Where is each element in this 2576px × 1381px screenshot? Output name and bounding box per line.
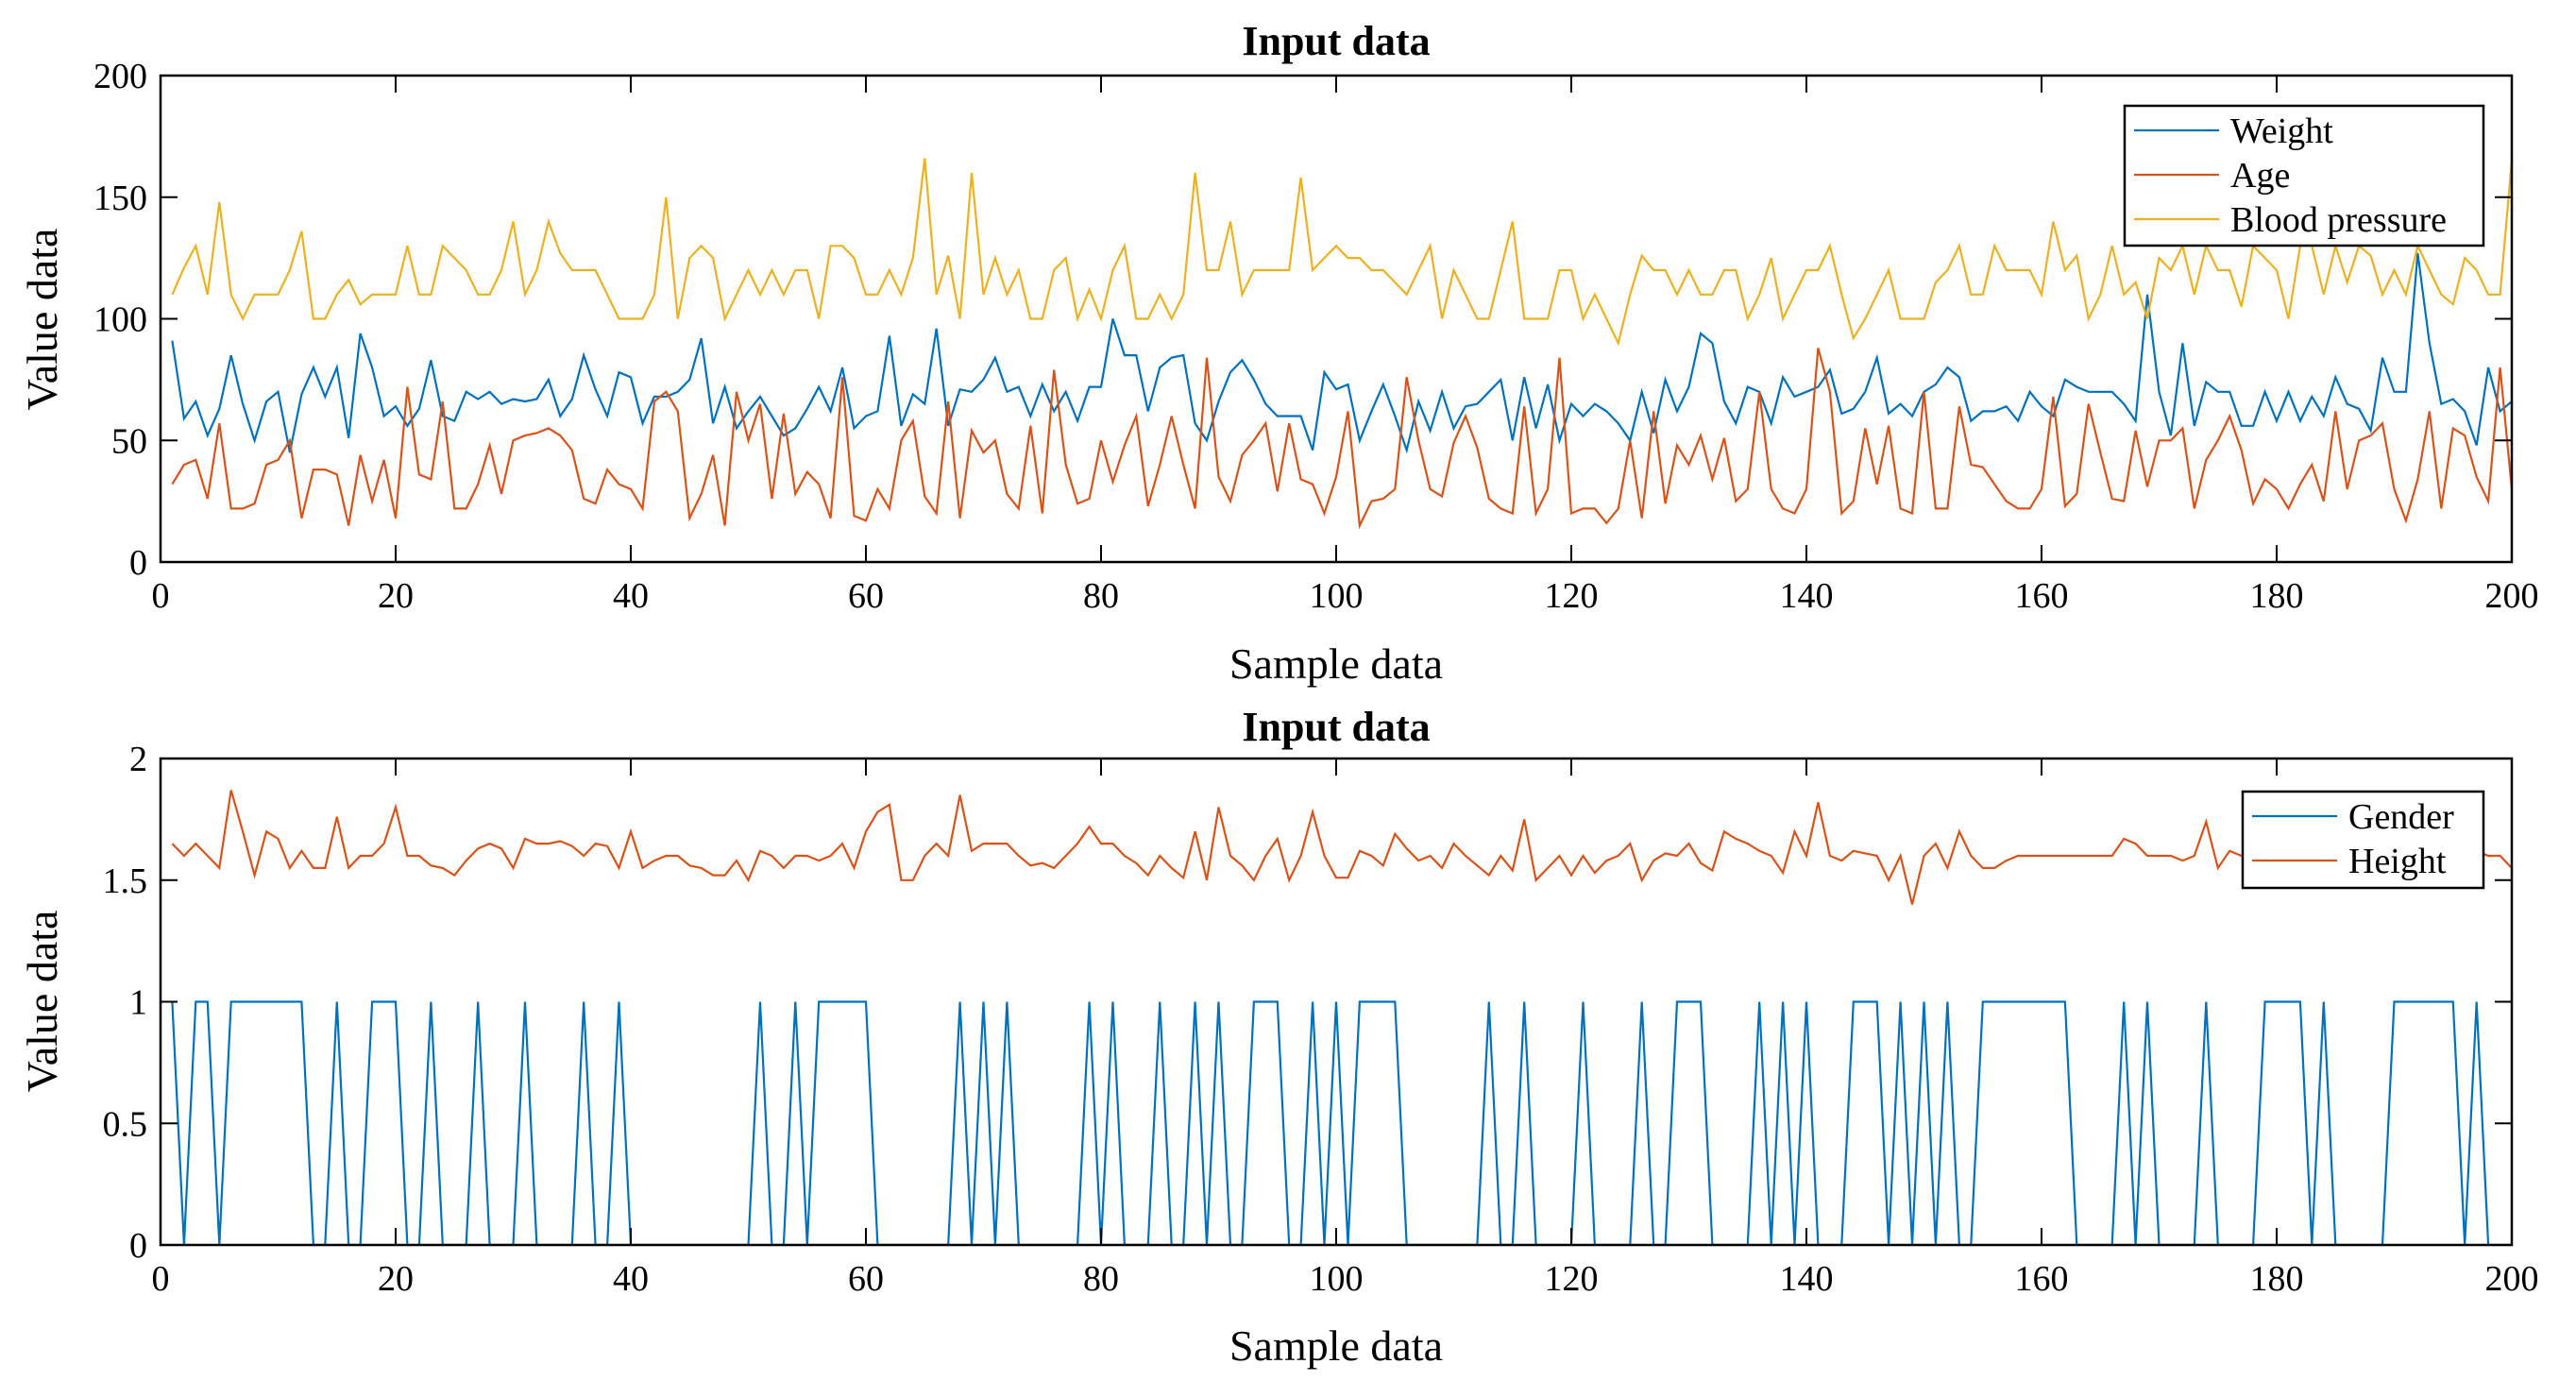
chart-bottom-ytick-label: 0 (129, 1226, 147, 1266)
chart-top-series-weight (171, 252, 2512, 454)
chart-bottom-xlabel: Sample data (1229, 1321, 1443, 1370)
chart-bottom-series-group (171, 790, 2512, 1245)
chart-bottom-plot-area: 0 20 40 60 80 100 120 140 160 180 200 0 0.5 1 1.5 2 Gend… (103, 740, 2539, 1299)
chart-top-xtick-label: 40 (613, 576, 649, 616)
chart-top-xtick-label: 140 (1780, 576, 1834, 616)
chart-bottom-ytick-label: 1 (129, 983, 147, 1023)
chart-bottom-title: Input data (1242, 704, 1430, 750)
chart-bottom-legend: Gender Height (2241, 790, 2485, 890)
chart-bottom-xtick-label: 100 (1310, 1259, 1364, 1299)
chart-top-series-group (171, 155, 2512, 530)
chart-top-xtick-label: 80 (1083, 576, 1119, 616)
chart-top-ytick-label: 150 (93, 179, 147, 218)
chart-top-xtick-label: 180 (2250, 576, 2304, 616)
chart-top-xtick-label: 60 (848, 576, 884, 616)
chart-bottom-series-height (171, 790, 2512, 905)
chart-bottom-axes-frame (159, 757, 2514, 1247)
chart-bottom: Input data Sample data Value data 0 20 40 6… (18, 704, 2539, 1370)
chart-bottom-ylabel: Value data (18, 911, 66, 1093)
chart-top-ytick-label: 0 (129, 543, 147, 583)
chart-bottom-xtick-label: 40 (613, 1259, 649, 1299)
chart-bottom-legend-label-gender: Gender (2348, 797, 2454, 837)
chart-bottom-legend-label-height: Height (2348, 842, 2447, 881)
chart-top-series-age (171, 348, 2512, 530)
chart-top-ytick-label: 100 (93, 300, 147, 340)
chart-top-xtick-label: 160 (2015, 576, 2069, 616)
chart-bottom-xtick-label: 120 (1545, 1259, 1599, 1299)
chart-bottom-legend-box (2241, 790, 2485, 890)
chart-top-legend-label-age: Age (2230, 156, 2290, 196)
chart-bottom-xtick-label: 160 (2015, 1259, 2069, 1299)
chart-top-ylabel: Value data (18, 229, 66, 411)
chart-bottom-ytick-label: 1.5 (103, 861, 148, 901)
chart-top: Input data Sample data Value data 0 20 40 6… (18, 18, 2539, 688)
chart-top-xtick-label: 0 (152, 576, 170, 616)
chart-top-xtick-label: 120 (1545, 576, 1599, 616)
chart-bottom-xtick-label: 180 (2250, 1259, 2304, 1299)
chart-bottom-xtick-label: 140 (1780, 1259, 1834, 1299)
chart-bottom-xtick-label: 80 (1083, 1259, 1119, 1299)
chart-top-plot-area: 0 20 40 60 80 100 120 140 160 180 200 0 50 100 150 200 W… (93, 57, 2539, 616)
chart-top-legend-label-weight: Weight (2230, 111, 2333, 151)
chart-top-axes-frame (159, 74, 2514, 564)
chart-bottom-ytick-label: 2 (129, 740, 147, 779)
chart-top-ytick-label: 200 (93, 57, 147, 96)
chart-bottom-xtick-label: 0 (152, 1259, 170, 1299)
chart-bottom-series-gender (171, 1000, 2512, 1245)
chart-bottom-xtick-label: 60 (848, 1259, 884, 1299)
chart-bottom-xtick-label: 20 (378, 1259, 414, 1299)
chart-top-series-blood-pressure (171, 155, 2512, 347)
chart-bottom-xtick-label: 200 (2485, 1259, 2539, 1299)
chart-top-xtick-label: 100 (1310, 576, 1364, 616)
chart-top-title: Input data (1242, 18, 1430, 64)
chart-top-xtick-label: 20 (378, 576, 414, 616)
chart-top-ytick-label: 50 (111, 421, 147, 461)
chart-top-legend-label-blood-pressure: Blood pressure (2230, 200, 2447, 240)
chart-bottom-ytick-label: 0.5 (103, 1104, 148, 1144)
chart-top-xlabel: Sample data (1229, 639, 1443, 688)
chart-top-xtick-label: 200 (2485, 576, 2539, 616)
